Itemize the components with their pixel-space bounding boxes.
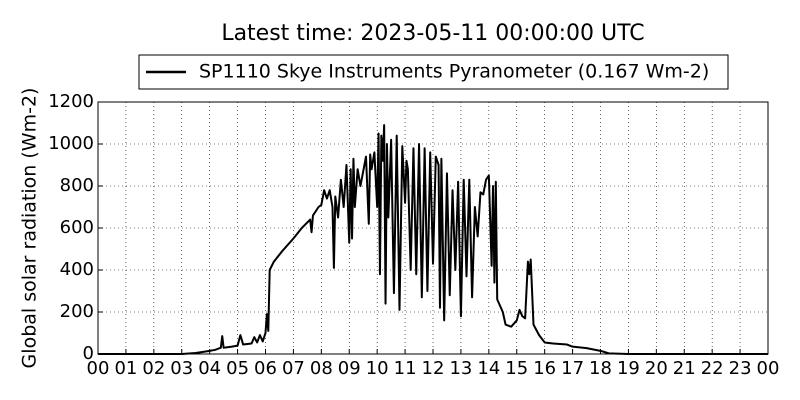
x-tick-label: 00: [87, 358, 110, 379]
x-tick-label: 18: [589, 358, 612, 379]
y-tick-label: 800: [60, 175, 94, 196]
x-tick-label: 14: [477, 358, 500, 379]
data-line: [98, 124, 768, 355]
x-tick-label: 12: [422, 358, 445, 379]
x-tick-label: 23: [729, 358, 752, 379]
y-tick-label: 200: [60, 301, 94, 322]
y-tick-label: 0: [83, 343, 94, 364]
x-tick-label: 22: [701, 358, 724, 379]
x-tick-label: 10: [366, 358, 389, 379]
legend-box: [138, 54, 729, 90]
y-tick-label: 1000: [48, 133, 94, 154]
legend-label: SP1110 Skye Instruments Pyranometer (0.1…: [199, 61, 709, 83]
x-tick-label: 08: [310, 358, 333, 379]
x-tick-label: 11: [394, 358, 417, 379]
chart-title: Latest time: 2023-05-11 00:00:00 UTC: [221, 21, 644, 46]
y-tick-label: 400: [60, 259, 94, 280]
x-tick-label: 02: [142, 358, 165, 379]
x-tick-label: 13: [449, 358, 472, 379]
x-tick-label: 16: [533, 358, 556, 379]
x-tick-label: 21: [673, 358, 696, 379]
y-axis-label: Global solar radiation (Wm-2): [19, 88, 41, 369]
x-tick-label: 15: [505, 358, 528, 379]
x-tick-label: 04: [198, 358, 221, 379]
x-tick-label: 01: [114, 358, 137, 379]
x-tick-label: 09: [338, 358, 361, 379]
x-tick-label: 20: [645, 358, 668, 379]
x-tick-label: 19: [617, 358, 640, 379]
y-tick-label: 1200: [48, 91, 94, 112]
x-tick-label: 17: [561, 358, 584, 379]
x-tick-label: 05: [226, 358, 249, 379]
axes-frame: [97, 101, 769, 355]
x-tick-label: 06: [254, 358, 277, 379]
y-tick-label: 600: [60, 217, 94, 238]
x-tick-label: 07: [282, 358, 305, 379]
x-tick-label: 00: [757, 358, 780, 379]
x-tick-label: 03: [170, 358, 193, 379]
